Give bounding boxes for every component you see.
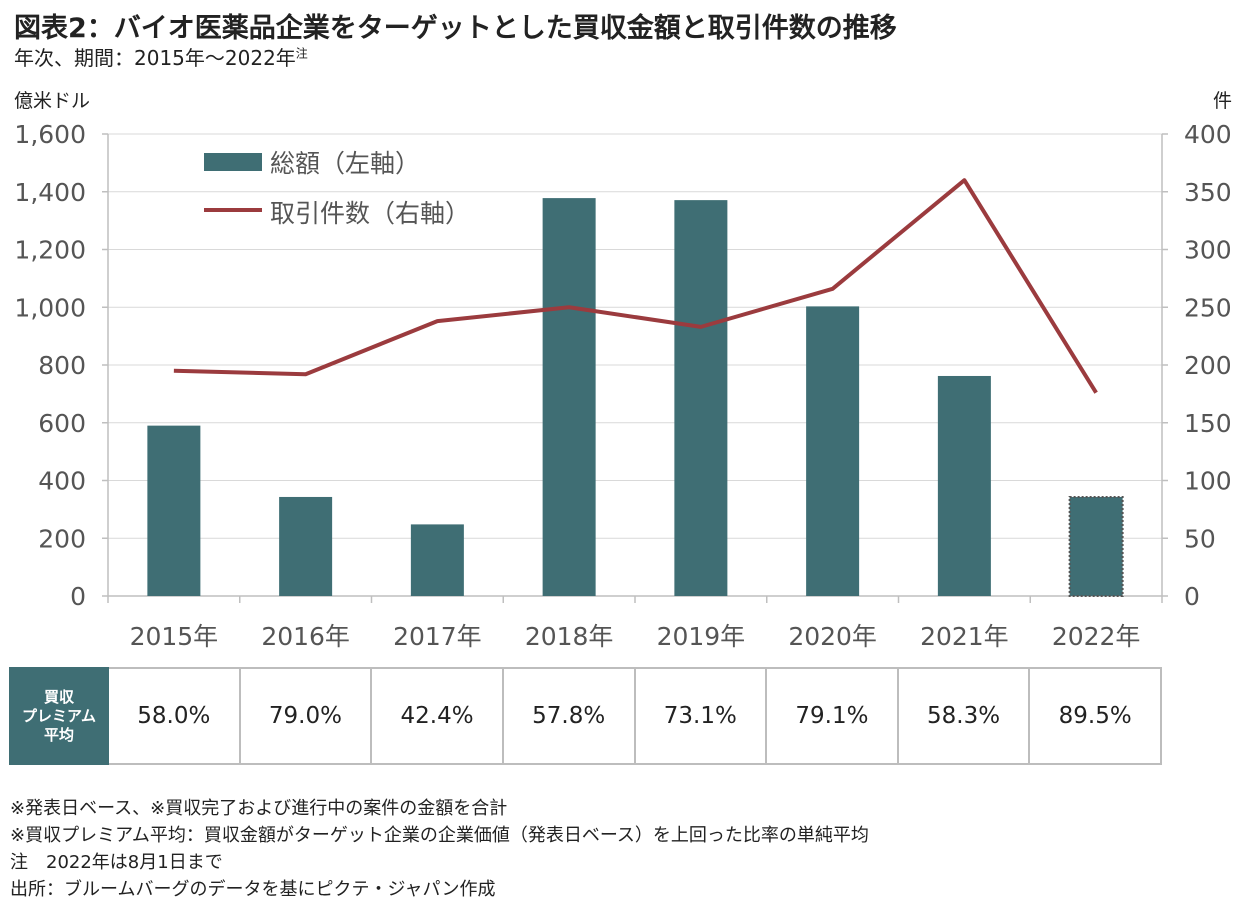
left-tick-label: 1,200	[14, 236, 86, 265]
chart-title: 図表2：バイオ医薬品企業をターゲットとした買収金額と取引件数の推移	[14, 13, 897, 44]
left-tick-label: 400	[38, 467, 86, 496]
right-tick-label: 300	[1184, 236, 1232, 265]
line-series	[173, 178, 1098, 394]
right-tick-label: 100	[1184, 467, 1232, 496]
legend-bar-label: 総額（左軸）	[270, 149, 420, 178]
right-tick-label: 0	[1184, 582, 1200, 611]
premium-cell: 73.1%	[633, 667, 768, 765]
footnote-line: ※発表日ベース、※買収完了および進行中の案件の金額を合計	[10, 798, 508, 819]
footnote-line: ※買収プレミアム平均：買収金額がターゲット企業の企業価値（発表日ベース）を上回っ…	[10, 825, 869, 846]
x-category-label: 2020年	[788, 622, 877, 651]
premium-header-cell: 買収 プレミアム 平均	[9, 667, 109, 765]
premium-cell: 89.5%	[1028, 667, 1162, 765]
legend-bar-swatch	[204, 153, 262, 171]
x-category-label: 2016年	[261, 622, 350, 651]
footnote-line: 注 2022年は8月1日まで	[10, 852, 223, 873]
x-category-label: 2019年	[657, 622, 746, 651]
right-tick-label: 400	[1184, 120, 1232, 149]
x-category-label: 2018年	[525, 622, 614, 651]
footnote-line: 出所：ブルームバーグのデータを基にピクテ・ジャパン作成	[10, 879, 496, 900]
premium-cell: 79.0%	[238, 667, 373, 765]
left-tick-label: 600	[38, 409, 86, 438]
premium-cell: 58.3%	[896, 667, 1031, 765]
premium-table: 買収 プレミアム 平均 58.0% 79.0% 42.4% 57.8% 73.1…	[9, 667, 1162, 765]
right-tick-label: 50	[1184, 524, 1216, 553]
bar	[1068, 495, 1124, 597]
premium-cell: 57.8%	[501, 667, 636, 765]
x-category-label: 2021年	[920, 622, 1009, 651]
right-tick-label: 350	[1184, 178, 1232, 207]
footnotes: ※発表日ベース、※買収完了および進行中の案件の金額を合計 ※買収プレミアム平均：…	[10, 795, 869, 903]
right-axis-label: 件	[1213, 90, 1233, 112]
premium-header-line: 買収	[43, 687, 74, 706]
chart-subtitle: 年次、期間：2015年～2022年注	[14, 42, 308, 71]
x-category-label: 2015年	[130, 622, 219, 651]
bar	[279, 496, 333, 596]
bar	[674, 200, 728, 596]
left-tick-label: 1,400	[14, 178, 86, 207]
premium-cell: 79.1%	[765, 667, 899, 765]
chart-area: 0 200 400 600 800 1,000 1,200 1,400 1,600 0 50 100 1…	[14, 120, 1232, 651]
premium-cell: 58.0%	[107, 667, 241, 765]
right-tick-label: 200	[1184, 351, 1232, 380]
bar	[542, 198, 596, 597]
premium-header-line: 平均	[43, 725, 74, 744]
x-category-label: 2017年	[393, 622, 482, 651]
subtitle-text: 年次、期間：2015年～2022年	[14, 46, 296, 70]
left-axis-label: 億米ドル	[14, 90, 91, 112]
premium-header-line: プレミアム	[22, 706, 96, 725]
left-tick-label: 1,000	[14, 293, 86, 322]
left-tick-label: 0	[70, 582, 86, 611]
x-category-label: 2022年	[1052, 622, 1141, 651]
right-tick-label: 250	[1184, 293, 1232, 322]
bar	[937, 375, 991, 596]
bar	[410, 524, 464, 596]
left-tick-label: 1,600	[14, 120, 86, 149]
left-tick-label: 200	[38, 524, 86, 553]
premium-row: 買収 プレミアム 平均 58.0% 79.0% 42.4% 57.8% 73.1…	[9, 667, 1162, 765]
left-tick-label: 800	[38, 351, 86, 380]
premium-cell: 42.4%	[370, 667, 504, 765]
legend-line-label: 取引件数（右軸）	[270, 199, 470, 228]
bar	[147, 425, 201, 596]
right-tick-label: 150	[1184, 409, 1232, 438]
subtitle-note-mark: 注	[295, 46, 308, 61]
bar	[806, 306, 860, 596]
